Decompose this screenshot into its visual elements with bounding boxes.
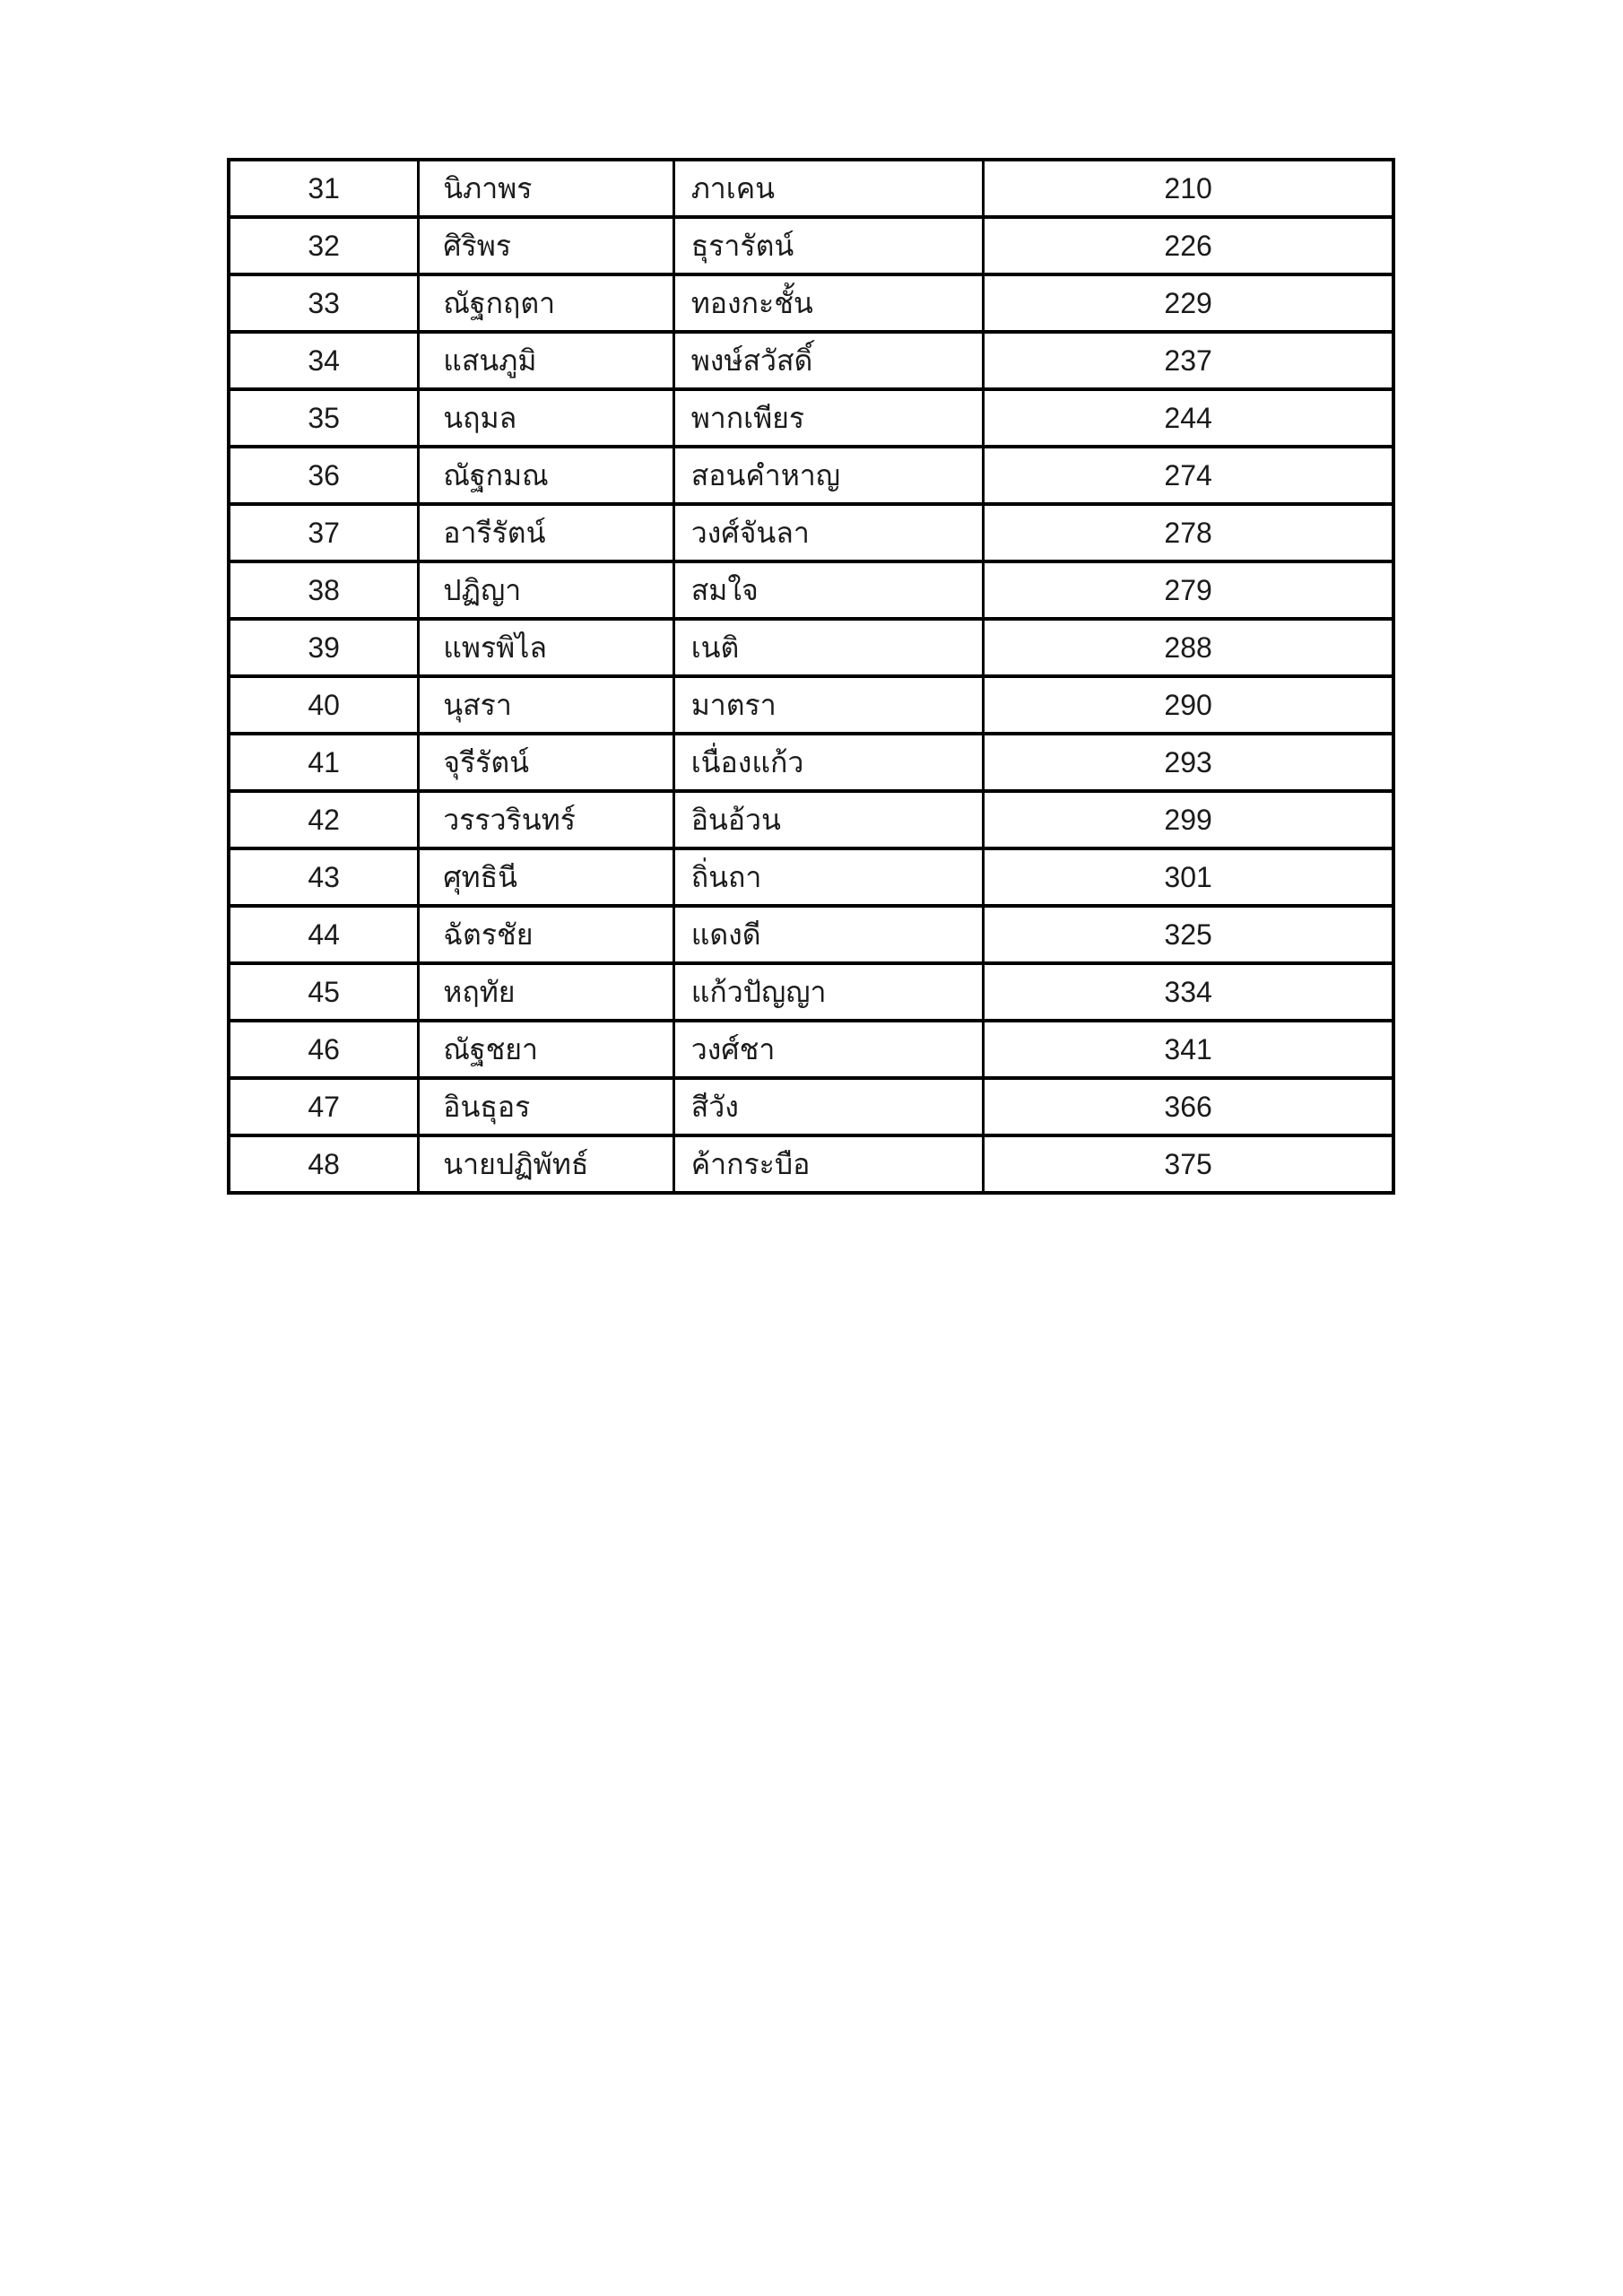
table-row: 41 จุรีรัตน์ เนื่องแก้ว 293 [227,732,1395,793]
first-name-cell: ณัฐชยา [417,1019,675,1080]
last-name-cell: สมใจ [672,560,985,621]
last-name-cell: พากเพียร [672,387,985,448]
first-name-cell: อินธุอร [417,1076,675,1137]
first-name-cell: จุรีรัตน์ [417,732,675,793]
number-cell: 226 [982,215,1395,276]
table-row: 44 ฉัตรชัย แดงดี 325 [227,904,1395,965]
row-number-cell: 38 [227,560,421,621]
row-number-cell: 31 [227,158,421,219]
first-name-cell: ณัฐกมณ [417,445,675,506]
number-cell: 210 [982,158,1395,219]
row-number-cell: 41 [227,732,421,793]
number-cell: 334 [982,961,1395,1022]
last-name-cell: ค้ากระบือ [672,1134,985,1195]
first-name-cell: อารีรัตน์ [417,502,675,563]
table-row: 37 อารีรัตน์ วงศ์จันลา 278 [227,502,1395,563]
first-name-cell: ศิริพร [417,215,675,276]
table-row: 48 นายปฏิพัทธ์ ค้ากระบือ 375 [227,1134,1395,1195]
row-number-cell: 36 [227,445,421,506]
last-name-cell: ภาเคน [672,158,985,219]
table-row: 40 นุสรา มาตรา 290 [227,674,1395,735]
number-cell: 244 [982,387,1395,448]
row-number-cell: 39 [227,617,421,678]
number-cell: 293 [982,732,1395,793]
number-cell: 229 [982,273,1395,334]
row-number-cell: 35 [227,387,421,448]
number-cell: 288 [982,617,1395,678]
last-name-cell: เนื่องแก้ว [672,732,985,793]
first-name-cell: นายปฏิพัทธ์ [417,1134,675,1195]
number-cell: 375 [982,1134,1395,1195]
first-name-cell: หฤทัย [417,961,675,1022]
last-name-cell: ถิ่นถา [672,847,985,908]
number-cell: 237 [982,330,1395,391]
last-name-cell: มาตรา [672,674,985,735]
table-row: 39 แพรพิไล เนติ 288 [227,617,1395,678]
table-row: 43 ศุทธินี ถิ่นถา 301 [227,847,1395,908]
number-cell: 299 [982,789,1395,850]
last-name-cell: สอนคำหาญ [672,445,985,506]
first-name-cell: นุสรา [417,674,675,735]
last-name-cell: แก้วปัญญา [672,961,985,1022]
roster-table-body: 31 นิภาพร ภาเคน 210 32 ศิริพร ธุรารัตน์ 226 33 ณั… [227,158,1395,1195]
last-name-cell: แดงดี [672,904,985,965]
table-row: 33 ณัฐกฤตา ทองกะชั้น 229 [227,273,1395,334]
number-cell: 366 [982,1076,1395,1137]
number-cell: 274 [982,445,1395,506]
row-number-cell: 43 [227,847,421,908]
table-row: 47 อินธุอร สีวัง 366 [227,1076,1395,1137]
row-number-cell: 45 [227,961,421,1022]
row-number-cell: 34 [227,330,421,391]
table-row: 46 ณัฐชยา วงศ์ชา 341 [227,1019,1395,1080]
last-name-cell: ทองกะชั้น [672,273,985,334]
first-name-cell: นิภาพร [417,158,675,219]
number-cell: 325 [982,904,1395,965]
last-name-cell: ธุรารัตน์ [672,215,985,276]
row-number-cell: 37 [227,502,421,563]
row-number-cell: 46 [227,1019,421,1080]
first-name-cell: ณัฐกฤตา [417,273,675,334]
table-row: 42 วรรวรินทร์ อินอ้วน 299 [227,789,1395,850]
row-number-cell: 33 [227,273,421,334]
first-name-cell: ศุทธินี [417,847,675,908]
row-number-cell: 40 [227,674,421,735]
table-row: 45 หฤทัย แก้วปัญญา 334 [227,961,1395,1022]
row-number-cell: 32 [227,215,421,276]
first-name-cell: ปฏิญา [417,560,675,621]
table-row: 38 ปฏิญา สมใจ 279 [227,560,1395,621]
last-name-cell: สีวัง [672,1076,985,1137]
number-cell: 341 [982,1019,1395,1080]
number-cell: 301 [982,847,1395,908]
first-name-cell: แพรพิไล [417,617,675,678]
first-name-cell: ฉัตรชัย [417,904,675,965]
number-cell: 279 [982,560,1395,621]
last-name-cell: พงษ์สวัสดิ์ [672,330,985,391]
row-number-cell: 44 [227,904,421,965]
table-row: 32 ศิริพร ธุรารัตน์ 226 [227,215,1395,276]
row-number-cell: 47 [227,1076,421,1137]
roster-table: 31 นิภาพร ภาเคน 210 32 ศิริพร ธุรารัตน์ 226 33 ณั… [227,158,1395,1195]
last-name-cell: เนติ [672,617,985,678]
table-row: 36 ณัฐกมณ สอนคำหาญ 274 [227,445,1395,506]
last-name-cell: วงศ์จันลา [672,502,985,563]
table-row: 35 นฤมล พากเพียร 244 [227,387,1395,448]
table-row: 34 แสนภูมิ พงษ์สวัสดิ์ 237 [227,330,1395,391]
table-row: 31 นิภาพร ภาเคน 210 [227,158,1395,219]
first-name-cell: วรรวรินทร์ [417,789,675,850]
row-number-cell: 48 [227,1134,421,1195]
number-cell: 278 [982,502,1395,563]
first-name-cell: แสนภูมิ [417,330,675,391]
last-name-cell: อินอ้วน [672,789,985,850]
number-cell: 290 [982,674,1395,735]
row-number-cell: 42 [227,789,421,850]
first-name-cell: นฤมล [417,387,675,448]
last-name-cell: วงศ์ชา [672,1019,985,1080]
